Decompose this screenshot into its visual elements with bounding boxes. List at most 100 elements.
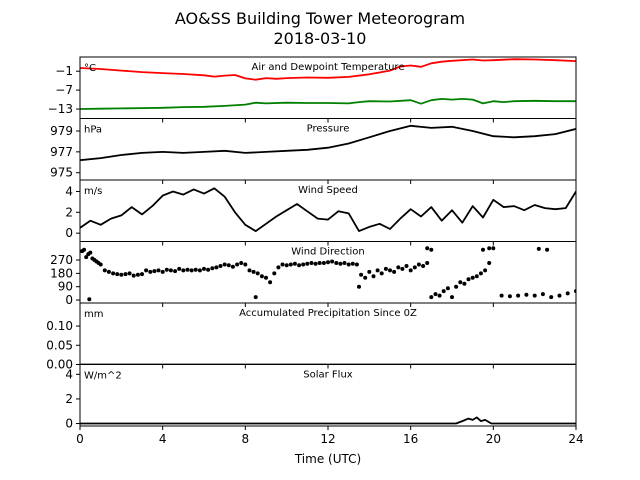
data-point [330, 259, 335, 264]
unit-label: °C [84, 63, 96, 74]
y-tick-label: 180 [50, 266, 73, 280]
data-point [437, 293, 442, 298]
data-point [226, 263, 231, 268]
data-point [239, 261, 244, 265]
data-point [545, 247, 550, 252]
x-tick-label: 12 [320, 432, 335, 446]
data-point [441, 289, 446, 294]
data-point [466, 277, 471, 282]
data-point [474, 274, 479, 279]
data-point [84, 255, 89, 260]
data-point [334, 261, 339, 265]
data-point [338, 261, 343, 266]
data-point [259, 274, 264, 279]
data-point [292, 261, 297, 266]
data-point [280, 262, 285, 267]
data-point [189, 268, 194, 273]
data-point [297, 263, 302, 268]
data-point [255, 271, 260, 276]
data-point [549, 295, 554, 300]
data-point [164, 267, 169, 272]
data-point [363, 275, 368, 280]
x-tick-label: 16 [403, 432, 418, 446]
data-point [321, 261, 326, 265]
y-tick-label: −1 [55, 64, 73, 78]
unit-label: m/s [84, 186, 102, 197]
data-point [185, 267, 190, 272]
data-point [450, 295, 454, 300]
data-point [152, 269, 157, 274]
data-point [210, 266, 215, 271]
x-tick-label: 4 [159, 432, 167, 446]
data-point [193, 267, 198, 272]
y-tick-label: 0 [65, 293, 73, 307]
y-tick-label: 0.00 [46, 358, 73, 372]
panel-title: Air and Dewpoint Temperature [252, 62, 405, 73]
figure-subtitle: 2018-03-10 [274, 29, 367, 48]
data-point [309, 261, 314, 265]
x-axis-label: Time (UTC) [294, 452, 361, 466]
data-point [565, 291, 570, 296]
data-point [478, 271, 483, 276]
data-point [243, 262, 248, 267]
x-tick-label: 0 [76, 432, 84, 446]
data-point [346, 262, 351, 267]
data-point [144, 268, 149, 273]
y-tick-label: 2 [65, 205, 73, 219]
data-point [222, 262, 227, 267]
data-point [396, 265, 401, 270]
data-point [416, 262, 421, 267]
data-point [131, 273, 136, 278]
data-point [230, 264, 235, 269]
data-point [326, 260, 330, 265]
y-tick-label: 975 [50, 166, 73, 180]
data-point [359, 272, 364, 277]
data-point [470, 275, 475, 280]
data-point [487, 246, 492, 251]
data-point [251, 269, 256, 274]
data-point [462, 281, 467, 286]
data-point [102, 268, 107, 273]
data-point [458, 280, 463, 285]
data-point [454, 284, 459, 289]
data-point [264, 275, 268, 280]
data-point [156, 268, 161, 273]
data-point [98, 262, 103, 267]
y-tick-label: 4 [65, 367, 73, 381]
panel-title: Pressure [307, 124, 350, 135]
data-point [425, 261, 430, 265]
data-point [412, 265, 417, 270]
data-point [288, 262, 293, 267]
panel-2: 975 977 979 Pressure hPa [50, 118, 577, 184]
data-point [540, 292, 545, 297]
data-point [481, 247, 485, 252]
data-point [123, 272, 128, 277]
x-tick-label: 8 [242, 432, 250, 446]
data-point [173, 269, 178, 274]
data-point [181, 268, 186, 273]
data-point [276, 265, 281, 270]
plot-area [80, 58, 576, 110]
data-point [404, 264, 409, 268]
x-tick-label: 24 [568, 432, 583, 446]
y-tick-label: 977 [50, 145, 73, 159]
data-point [168, 268, 173, 273]
y-tick-label: 0.05 [46, 338, 73, 352]
data-point [272, 271, 277, 276]
data-point [536, 246, 541, 251]
data-point [88, 250, 93, 255]
data-point [284, 263, 289, 268]
series-line-1 [80, 124, 576, 162]
data-point [421, 264, 426, 268]
data-point [379, 271, 384, 276]
data-point [87, 297, 92, 302]
data-point [253, 295, 258, 300]
data-point [425, 246, 430, 251]
data-point [135, 272, 140, 277]
data-point [388, 268, 392, 273]
panel-1: −13 −7 −1 Air and Dewpoint Temperature °C [48, 56, 577, 123]
unit-label: hPa [84, 125, 102, 136]
panel-5: 0.00 0.05 0.10 Accumulated Precipitation Si… [46, 302, 577, 372]
